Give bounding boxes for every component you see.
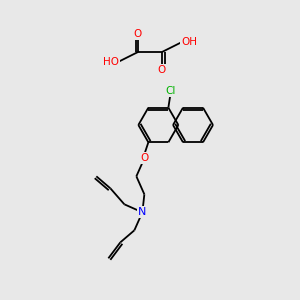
- Text: O: O: [140, 153, 148, 163]
- Text: HO: HO: [103, 57, 119, 67]
- Text: OH: OH: [181, 37, 197, 47]
- Text: O: O: [134, 29, 142, 39]
- Text: O: O: [158, 65, 166, 75]
- Text: Cl: Cl: [165, 86, 176, 96]
- Text: N: N: [138, 207, 146, 217]
